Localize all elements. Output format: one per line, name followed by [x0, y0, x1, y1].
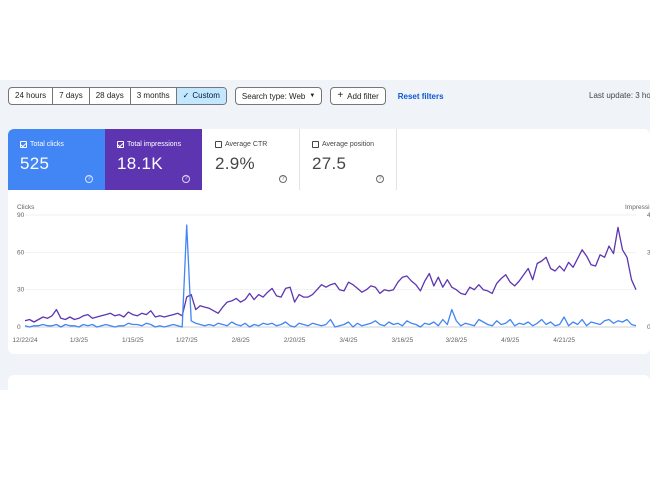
left-tick-label: 60 — [17, 249, 25, 256]
average-position-value: 27.5 — [312, 154, 347, 173]
total-impressions-value: 18.1K — [117, 154, 163, 173]
range-custom-label: Custom — [192, 91, 220, 100]
help-icon[interactable]: ? — [376, 175, 384, 183]
x-tick-label: 3/16/25 — [392, 337, 414, 344]
left-tick-label: 90 — [17, 212, 25, 219]
checkbox-checked-icon[interactable] — [117, 141, 124, 148]
clicks-series-line — [24, 224, 637, 328]
add-filter-button[interactable]: + Add filter — [330, 87, 386, 105]
date-range-selector: 24 hours 7 days 28 days 3 months ✓ Custom — [8, 87, 227, 105]
x-tick-label: 1/15/25 — [122, 337, 144, 344]
search-type-label: Search type: Web — [241, 91, 306, 101]
average-ctr-value: 2.9% — [215, 154, 255, 173]
checkbox-unchecked-icon[interactable] — [215, 141, 222, 148]
total-clicks-value: 525 — [20, 154, 50, 173]
help-icon[interactable]: ? — [279, 175, 287, 183]
range-24-hours-button[interactable]: 24 hours — [9, 88, 54, 104]
x-tick-label: 4/9/25 — [501, 337, 519, 344]
right-tick-label: 0 — [647, 324, 650, 331]
x-tick-label: 12/22/24 — [12, 337, 38, 344]
right-axis-title: Impressi — [625, 204, 650, 211]
x-tick-label: 2/20/25 — [284, 337, 306, 344]
x-tick-label: 1/27/25 — [176, 337, 198, 344]
left-tick-label: 30 — [17, 287, 25, 294]
average-ctr-label: Average CTR — [225, 141, 268, 148]
average-position-card[interactable]: Average position 27.5 ? — [300, 129, 397, 190]
total-impressions-label-row: Total impressions — [117, 141, 202, 148]
left-axis-title: Clicks — [17, 204, 35, 211]
filter-bar: 24 hours 7 days 28 days 3 months ✓ Custom… — [8, 87, 444, 105]
average-ctr-card[interactable]: Average CTR 2.9% ? — [203, 129, 300, 190]
last-update-text: Last update: 3 ho — [589, 91, 650, 100]
range-custom-button[interactable]: ✓ Custom — [176, 88, 226, 104]
total-clicks-label-row: Total clicks — [20, 141, 105, 148]
add-filter-label: Add filter — [347, 91, 379, 101]
x-tick-label: 3/4/25 — [339, 337, 357, 344]
search-type-dropdown[interactable]: Search type: Web ▼ — [234, 87, 323, 105]
average-position-label: Average position — [322, 141, 375, 148]
total-clicks-card[interactable]: Total clicks 525 ? — [8, 129, 105, 190]
performance-card: Total clicks 525 ? Total impressions 18.… — [8, 129, 650, 354]
average-ctr-label-row: Average CTR — [215, 141, 299, 148]
range-3-months-button[interactable]: 3 months — [131, 88, 177, 104]
impressions-series-line — [24, 226, 637, 323]
x-tick-label: 3/28/25 — [445, 337, 467, 344]
total-impressions-label: Total impressions — [127, 141, 182, 148]
right-tick-label: 4 — [647, 212, 650, 219]
plus-icon: + — [337, 90, 344, 101]
caret-down-icon: ▼ — [309, 93, 316, 99]
help-icon[interactable]: ? — [85, 175, 93, 183]
x-tick-label: 2/8/25 — [232, 337, 250, 344]
checkbox-unchecked-icon[interactable] — [312, 141, 319, 148]
total-impressions-card[interactable]: Total impressions 18.1K ? — [105, 129, 202, 190]
reset-filters-link[interactable]: Reset filters — [397, 91, 444, 101]
check-icon: ✓ — [182, 91, 190, 100]
range-28-days-button[interactable]: 28 days — [90, 88, 131, 104]
total-clicks-label: Total clicks — [30, 141, 64, 148]
lower-card — [8, 375, 650, 395]
right-tick-label: 3 — [647, 249, 650, 256]
average-position-label-row: Average position — [312, 141, 396, 148]
x-tick-label: 1/3/25 — [70, 337, 88, 344]
range-7-days-button[interactable]: 7 days — [53, 88, 90, 104]
checkbox-checked-icon[interactable] — [20, 141, 27, 148]
left-tick-label: 0 — [17, 324, 21, 331]
help-icon[interactable]: ? — [182, 175, 190, 183]
x-tick-label: 4/21/25 — [553, 337, 575, 344]
